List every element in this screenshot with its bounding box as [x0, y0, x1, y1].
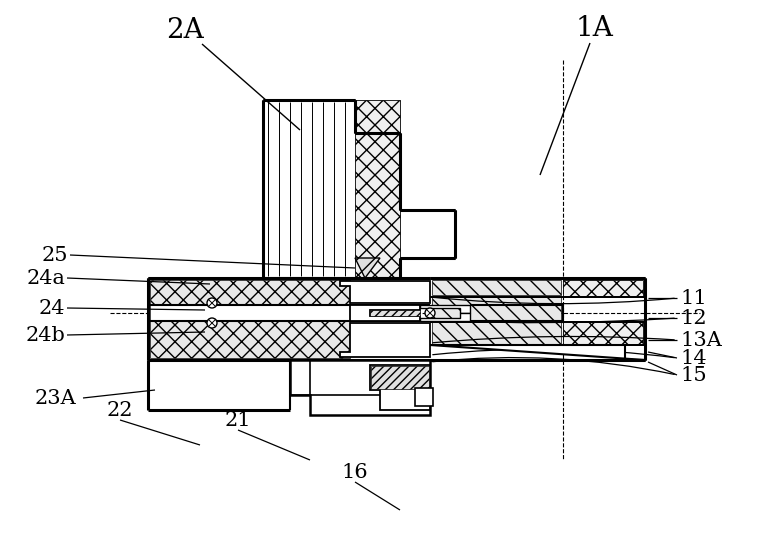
Polygon shape: [432, 297, 561, 322]
Text: 22: 22: [107, 400, 133, 419]
Polygon shape: [432, 280, 561, 295]
Polygon shape: [340, 323, 430, 357]
Circle shape: [207, 318, 217, 328]
Text: 25: 25: [42, 245, 68, 264]
Text: 13A: 13A: [680, 330, 722, 349]
Text: 21: 21: [225, 410, 252, 430]
Bar: [563, 280, 643, 297]
Text: 23A: 23A: [35, 389, 77, 408]
Circle shape: [207, 298, 217, 308]
Polygon shape: [432, 322, 561, 345]
Text: 15: 15: [680, 366, 706, 385]
Text: 24: 24: [38, 298, 65, 318]
Bar: [150, 321, 350, 358]
Polygon shape: [430, 345, 645, 360]
Polygon shape: [420, 313, 470, 321]
Text: 24a: 24a: [26, 268, 65, 287]
Text: 11: 11: [680, 288, 706, 307]
Bar: [371, 366, 429, 389]
Bar: [150, 305, 350, 321]
Text: 14: 14: [680, 348, 706, 367]
Bar: [563, 322, 643, 345]
Polygon shape: [420, 305, 470, 313]
Text: 24b: 24b: [25, 325, 65, 344]
Polygon shape: [355, 258, 380, 278]
Bar: [370, 310, 420, 316]
Polygon shape: [290, 360, 430, 415]
Text: 12: 12: [680, 309, 706, 328]
Text: 16: 16: [342, 463, 368, 482]
Bar: [150, 280, 350, 305]
Polygon shape: [350, 305, 420, 321]
Bar: [415, 388, 433, 406]
Circle shape: [425, 308, 435, 318]
Bar: [355, 100, 400, 278]
Polygon shape: [370, 365, 430, 410]
Text: 2A: 2A: [166, 16, 204, 44]
Text: 1A: 1A: [576, 15, 614, 41]
Polygon shape: [340, 281, 430, 303]
